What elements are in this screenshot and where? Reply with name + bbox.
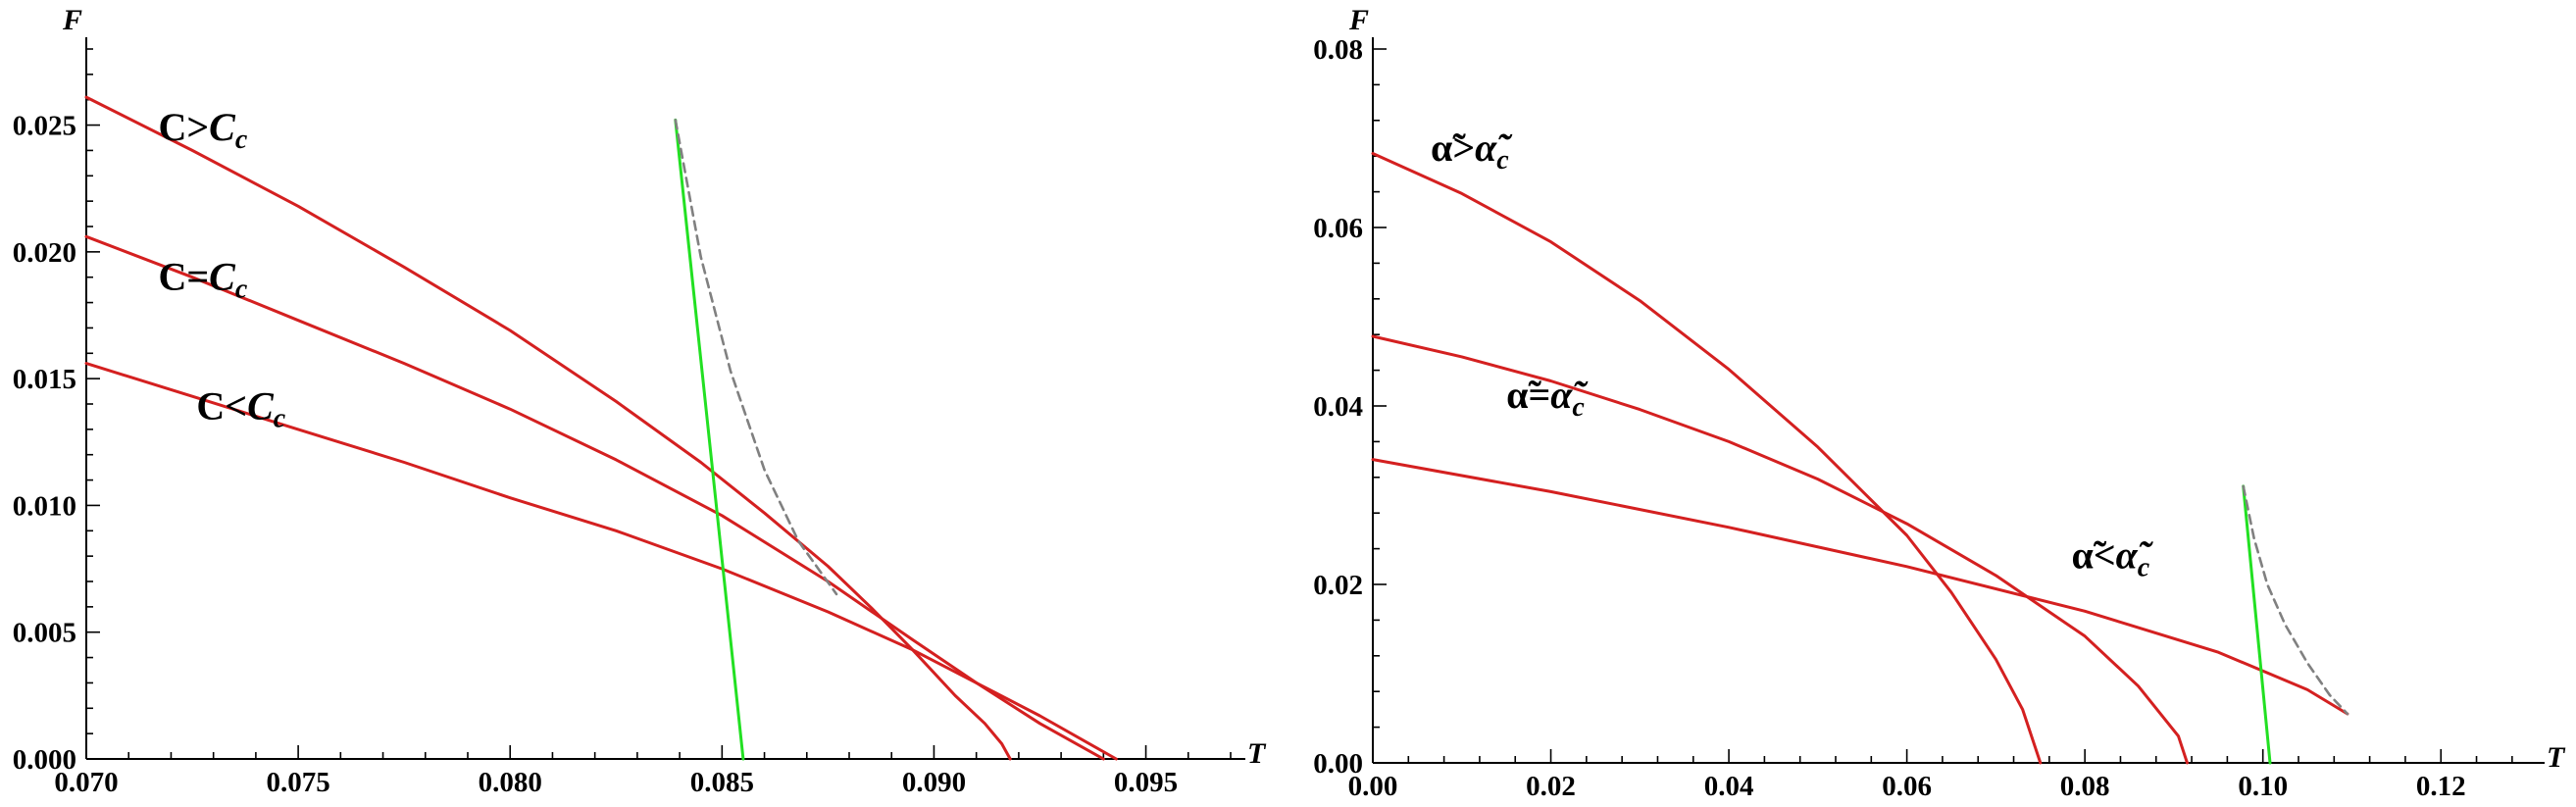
red-solid-curve <box>84 362 1118 761</box>
x-tick-label: 0.085 <box>690 767 754 798</box>
curve-annotation: α̃>α̃c <box>1431 126 1513 176</box>
x-tick-label: 0.04 <box>1704 771 1754 802</box>
x-axis-title: T <box>2547 741 2566 774</box>
y-axis-title: F <box>62 4 82 36</box>
curve-annotation: C<Cc <box>196 384 285 434</box>
curve-annotation: α̃=α̃c <box>1506 373 1589 423</box>
red-solid-curve <box>84 234 1105 761</box>
green-solid-curve <box>674 118 745 761</box>
x-tick-label: 0.080 <box>479 767 542 798</box>
red-solid-curve <box>1371 334 2189 765</box>
gray-dashed-curve <box>674 119 838 596</box>
curve-annotation: C=Cc <box>158 255 247 305</box>
right-panel: 0.00 0.02 0.04 0.06 0.08 0.10 0.12 0.00 0.02 0.04… <box>1313 4 2566 802</box>
x-tick-label: 0.075 <box>266 767 329 798</box>
gray-dashed-curve <box>2242 484 2349 716</box>
y-tick-label: 0.04 <box>1313 391 1363 423</box>
red-solid-curve <box>1371 458 2349 716</box>
x-tick-label: 0.00 <box>1348 771 1398 802</box>
y-tick-label: 0.010 <box>13 490 76 522</box>
red-solid-curve <box>84 95 1012 761</box>
x-tick-label: 0.06 <box>1882 771 1932 802</box>
green-solid-curve <box>2242 484 2272 765</box>
left-panel: 0.070 0.075 0.080 0.085 0.090 0.095 0.000 0.005… <box>13 4 1267 798</box>
x-tick-label: 0.08 <box>2060 771 2110 802</box>
y-axis-title: F <box>1348 4 1369 36</box>
x-tick-label: 0.12 <box>2416 771 2466 802</box>
curve-annotation: α̃<α̃c <box>2072 533 2154 583</box>
curve-annotation: C>Cc <box>158 105 247 155</box>
y-tick-label: 0.08 <box>1313 34 1363 66</box>
x-tick-label: 0.095 <box>1114 767 1178 798</box>
y-tick-label: 0.015 <box>13 364 76 395</box>
y-tick-label: 0.000 <box>13 744 76 776</box>
red-solid-curve <box>1371 152 2043 765</box>
x-tick-label: 0.070 <box>54 767 118 798</box>
x-axis-title: T <box>1247 737 1267 770</box>
y-tick-label: 0.02 <box>1313 570 1363 601</box>
y-tick-label: 0.06 <box>1313 213 1363 244</box>
y-tick-label: 0.025 <box>13 111 76 142</box>
x-tick-label: 0.10 <box>2238 771 2288 802</box>
y-tick-label: 0.00 <box>1313 748 1363 780</box>
x-tick-label: 0.090 <box>902 767 966 798</box>
y-tick-label: 0.005 <box>13 618 76 649</box>
y-tick-label: 0.020 <box>13 237 76 269</box>
x-tick-label: 0.02 <box>1526 771 1576 802</box>
